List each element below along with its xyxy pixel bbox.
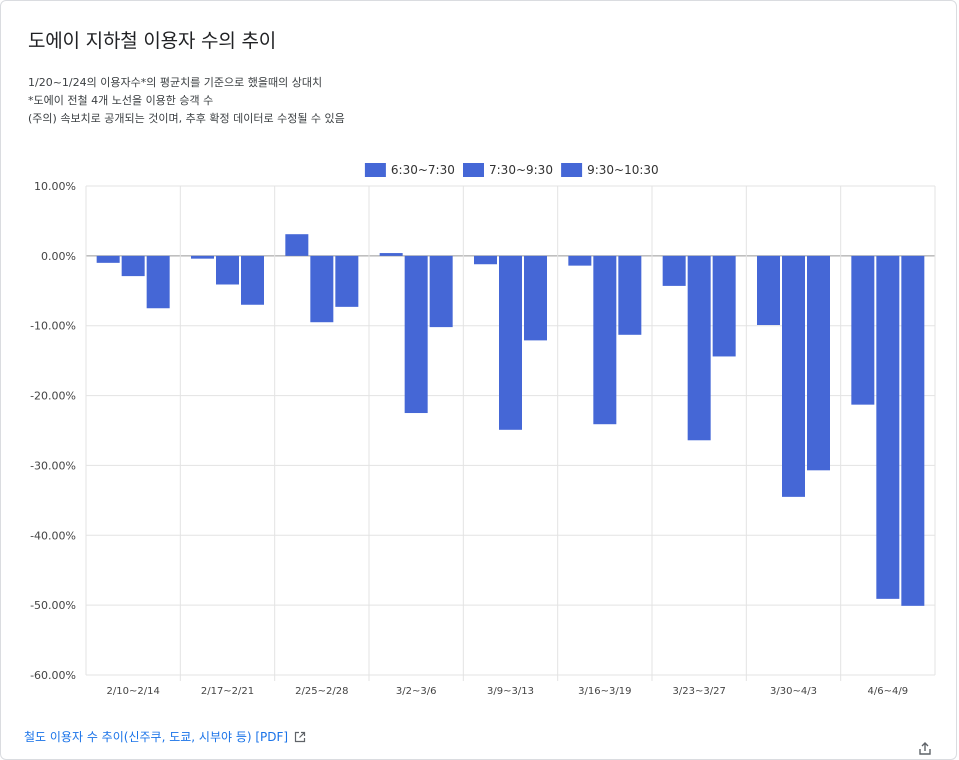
legend-label: 6:30~7:30 [391, 163, 455, 177]
source-link-text[interactable]: 철도 이용자 수 추이(신주쿠, 도쿄, 시부야 등) [PDF] [24, 728, 288, 745]
source-link[interactable]: 철도 이용자 수 추이(신주쿠, 도쿄, 시부야 등) [PDF] [24, 728, 306, 745]
legend-item[interactable]: 9:30~10:30 [561, 163, 659, 177]
y-tick-label: -30.00% [30, 459, 76, 472]
bar[interactable] [782, 256, 805, 497]
bar[interactable] [851, 256, 874, 405]
y-tick-label: -60.00% [30, 669, 76, 682]
y-tick-label: -20.00% [30, 390, 76, 403]
bar[interactable] [147, 256, 170, 308]
bar[interactable] [335, 256, 358, 307]
chart-bars [97, 234, 925, 606]
bar[interactable] [901, 256, 924, 606]
y-tick-label: 0.00% [41, 250, 76, 263]
legend-swatch [561, 163, 582, 177]
legend-swatch [365, 163, 386, 177]
bar[interactable] [807, 256, 830, 470]
y-tick-label: -50.00% [30, 599, 76, 612]
bar[interactable] [663, 256, 686, 286]
chart-legend: 6:30~7:30 7:30~9:30 9:30~10:30 [365, 163, 659, 177]
bar[interactable] [216, 256, 239, 285]
bar[interactable] [241, 256, 264, 305]
bar[interactable] [688, 256, 711, 440]
bar[interactable] [499, 256, 522, 430]
x-tick-label: 3/2~3/6 [396, 686, 437, 697]
external-link-icon[interactable] [294, 731, 306, 743]
bar[interactable] [618, 256, 641, 335]
legend-item[interactable]: 7:30~9:30 [463, 163, 553, 177]
bar[interactable] [97, 256, 120, 263]
x-tick-label: 3/9~3/13 [487, 686, 534, 697]
bar[interactable] [593, 256, 616, 424]
y-tick-label: -40.00% [30, 529, 76, 542]
bar[interactable] [191, 256, 214, 259]
x-tick-label: 4/6~4/9 [868, 686, 909, 697]
x-tick-label: 3/30~4/3 [770, 686, 817, 697]
x-tick-label: 2/10~2/14 [107, 686, 160, 697]
bar[interactable] [380, 253, 403, 256]
x-tick-label: 3/16~3/19 [578, 686, 631, 697]
bar[interactable] [430, 256, 453, 327]
share-icon[interactable] [917, 741, 933, 757]
bar[interactable] [285, 234, 308, 256]
bar-chart: 6:30~7:30 7:30~9:30 9:30~10:30 10.00% 0.00%… [1, 1, 958, 701]
x-axis: 2/10~2/14 2/17~2/21 2/25~2/28 3/2~3/6 3/9~3/… [107, 686, 909, 697]
bar[interactable] [524, 256, 547, 341]
bar[interactable] [310, 256, 333, 322]
x-tick-label: 2/25~2/28 [295, 686, 348, 697]
bar[interactable] [474, 256, 497, 264]
y-axis: 10.00% 0.00% -10.00% -20.00% -30.00% -40.00% -… [30, 180, 76, 682]
x-tick-label: 2/17~2/21 [201, 686, 254, 697]
legend-label: 7:30~9:30 [489, 163, 553, 177]
bar[interactable] [122, 256, 145, 276]
bar[interactable] [713, 256, 736, 357]
y-tick-label: -10.00% [30, 320, 76, 333]
bar[interactable] [405, 256, 428, 413]
legend-label: 9:30~10:30 [587, 163, 659, 177]
legend-swatch [463, 163, 484, 177]
legend-item[interactable]: 6:30~7:30 [365, 163, 455, 177]
bar[interactable] [757, 256, 780, 325]
x-tick-label: 3/23~3/27 [673, 686, 726, 697]
bar[interactable] [876, 256, 899, 599]
bar[interactable] [568, 256, 591, 266]
y-tick-label: 10.00% [34, 180, 76, 193]
